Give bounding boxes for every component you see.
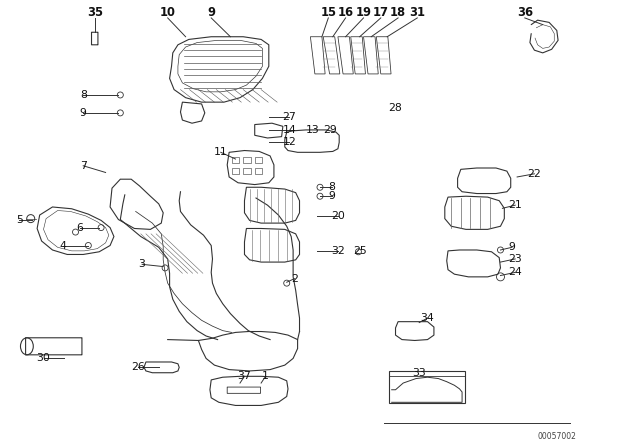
Text: 10: 10 [160,6,175,19]
Text: 6: 6 [77,223,83,233]
Bar [232,168,239,174]
Text: 22: 22 [527,169,541,179]
Text: 37: 37 [237,371,252,381]
Text: 26: 26 [131,362,145,372]
Text: 11: 11 [214,147,228,157]
Text: 5: 5 [16,215,22,224]
Bar [255,168,262,174]
Text: 1: 1 [262,371,269,381]
Text: 21: 21 [508,200,522,210]
Text: 28: 28 [388,103,403,112]
Bar [255,157,262,163]
Text: 15: 15 [321,6,337,19]
Bar [232,157,239,163]
Text: 30: 30 [36,353,51,363]
Text: 2: 2 [291,274,298,284]
Text: 36: 36 [516,6,533,19]
Text: 3: 3 [139,259,145,269]
Bar [243,168,251,174]
Text: 00057002: 00057002 [538,432,576,441]
Text: 33: 33 [412,368,426,378]
Text: 8: 8 [80,90,86,100]
Text: 32: 32 [331,246,345,256]
Text: 17: 17 [372,6,388,19]
Text: 12: 12 [282,138,296,147]
Text: 35: 35 [87,6,102,19]
Text: 23: 23 [508,254,522,264]
Text: 16: 16 [337,6,354,19]
Text: 34: 34 [420,313,435,323]
Text: 7: 7 [80,161,86,171]
Text: 9: 9 [328,191,335,201]
Text: 9: 9 [509,242,515,252]
Text: 13: 13 [305,125,319,135]
Text: 20: 20 [331,211,345,221]
Bar [389,371,465,403]
Text: 25: 25 [353,246,367,256]
Text: 27: 27 [282,112,296,122]
Text: 9: 9 [207,6,215,19]
Text: 29: 29 [323,125,337,135]
Text: 14: 14 [282,125,296,135]
Bar [243,157,251,163]
Text: 31: 31 [410,6,426,19]
Text: 8: 8 [328,182,335,192]
Text: 9: 9 [80,108,86,118]
Text: 18: 18 [390,6,406,19]
Text: 4: 4 [60,241,66,250]
Text: 19: 19 [356,6,371,19]
Text: 24: 24 [508,267,522,277]
